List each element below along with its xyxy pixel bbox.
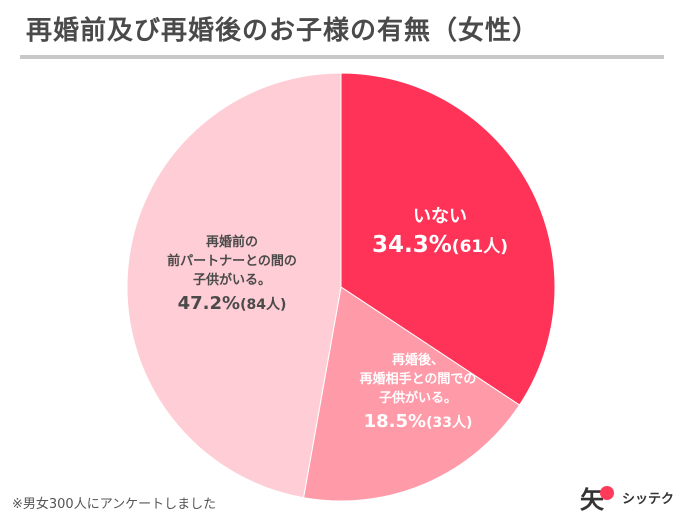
pie-slice bbox=[126, 72, 342, 499]
slice-category-label: 再婚後、 bbox=[392, 352, 444, 368]
slice-value-label: 18.5%(33人) bbox=[364, 411, 473, 432]
survey-note: ※男女300人にアンケートしました bbox=[12, 497, 217, 512]
slice-value-label: 47.2%(84人) bbox=[178, 293, 287, 314]
logo-text: シッテク bbox=[622, 492, 675, 507]
shitteku-logo: 矢 シッテク bbox=[580, 480, 676, 514]
pie-slice bbox=[302, 286, 521, 502]
slice-category-label: 再婚相手との間での bbox=[360, 371, 477, 387]
slice-percent: 47.2% bbox=[178, 293, 240, 314]
slice-category-label: 再婚前の bbox=[206, 234, 258, 250]
slice-percent: 34.3% bbox=[372, 232, 452, 258]
slice-percent: 18.5% bbox=[364, 411, 426, 432]
slice-value-label: 34.3%(61人) bbox=[372, 232, 508, 258]
slice-category-label: 前パートナーとの間の bbox=[167, 253, 297, 269]
slice-category-label: 子供がいる。 bbox=[379, 390, 457, 406]
title-underline bbox=[20, 55, 664, 59]
slice-category-label: 子供がいる。 bbox=[193, 272, 271, 288]
logo-kanji: 矢 bbox=[580, 486, 604, 514]
logo-dot-icon bbox=[600, 486, 614, 500]
chart-title: 再婚前及び再婚後のお子様の有無（女性） bbox=[26, 16, 540, 46]
slice-count: (84人) bbox=[240, 296, 286, 313]
slice-count: (61人) bbox=[452, 237, 508, 257]
slice-count: (33人) bbox=[426, 414, 472, 431]
slice-category-label: いない bbox=[413, 206, 467, 227]
